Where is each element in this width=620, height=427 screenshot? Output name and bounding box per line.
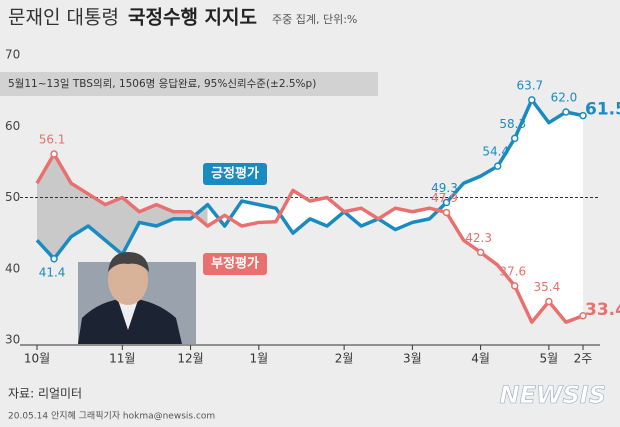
value-label: 63.7 xyxy=(516,78,543,92)
legend-label: 긍정평가 xyxy=(211,166,259,182)
chart-subtitle: 주중 집계, 단위:% xyxy=(272,13,357,26)
x-tick-label: 4월 xyxy=(471,352,490,366)
note-box xyxy=(0,72,378,96)
value-label: 42.3 xyxy=(465,231,492,245)
end-label: 33.4 xyxy=(585,300,620,320)
point xyxy=(442,198,451,207)
point xyxy=(50,150,58,158)
plot: 30 40 50 60 70 10월 11월 12월 1월 2월 3월 4월 5월 2주 41.4 49.3 5… xyxy=(5,48,620,366)
x-tick-label: 5월 xyxy=(540,352,559,366)
value-label: 49.3 xyxy=(431,181,458,195)
chart-title: 국정수행 지지도 xyxy=(128,7,257,29)
point xyxy=(442,208,451,217)
gap-area xyxy=(37,154,208,259)
x-tick-label: 2월 xyxy=(335,352,354,366)
note: 5월11~13일 TBS의뢰, 1506명 응답완료, 95%신뢰수준(±2.5… xyxy=(8,77,316,90)
legend-label: 부정평가 xyxy=(211,256,259,272)
point xyxy=(476,248,485,257)
point xyxy=(511,282,519,290)
line xyxy=(35,152,584,324)
y-tick-label: 60 xyxy=(5,119,20,133)
chart-title: 문재인 대통령 xyxy=(8,7,119,29)
value-label: 58.3 xyxy=(499,117,526,131)
x-tick-label: 2주 xyxy=(574,352,593,366)
logo: NEWSIS xyxy=(500,381,606,409)
y-tick-label: 70 xyxy=(5,48,20,62)
gap-area xyxy=(207,99,583,323)
value-label: 54.4 xyxy=(482,145,509,159)
photo xyxy=(78,252,196,344)
x-tick-label: 12월 xyxy=(177,352,203,366)
source: 자료: 리얼미터 xyxy=(8,387,82,401)
point xyxy=(528,96,536,104)
value-label: 62.0 xyxy=(551,91,578,105)
point xyxy=(579,111,587,120)
y-tick-label: 40 xyxy=(5,261,20,275)
x-tick-label: 11월 xyxy=(109,352,135,366)
value-label: 56.1 xyxy=(39,133,66,147)
point xyxy=(50,255,58,263)
value-label: 35.4 xyxy=(534,280,561,294)
x-tick-label: 1월 xyxy=(249,352,268,366)
point xyxy=(545,297,553,306)
credit: 20.05.14 안지혜 그래픽기자 hokma@newsis.com xyxy=(8,410,215,422)
x-tick-label: 3월 xyxy=(403,352,422,366)
x-tick-label: 10월 xyxy=(24,352,50,366)
value-label: 41.4 xyxy=(39,265,66,279)
y-tick-label: 50 xyxy=(5,190,20,204)
point xyxy=(562,108,570,116)
point xyxy=(579,312,587,320)
end-label: 61.5 xyxy=(585,100,620,120)
value-label: 37.6 xyxy=(499,264,526,278)
point xyxy=(493,162,502,170)
legend-box xyxy=(203,163,267,185)
legend-box xyxy=(203,253,267,275)
point xyxy=(511,134,519,143)
value-label: 47.9 xyxy=(431,191,458,205)
y-tick-label: 30 xyxy=(5,333,20,347)
line xyxy=(35,98,584,261)
